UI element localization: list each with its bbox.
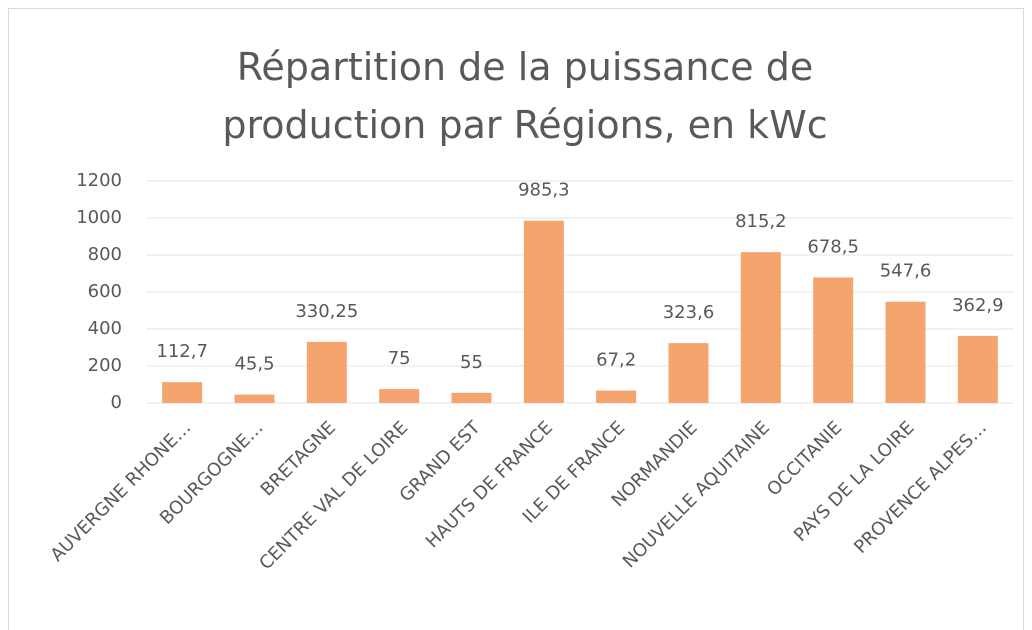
y-tick-label: 1000 <box>76 207 122 228</box>
x-tick-label: PROVENCE ALPES… <box>850 417 991 558</box>
value-label: 362,9 <box>952 295 1004 316</box>
x-tick-label: HAUTS DE FRANCE <box>422 417 557 552</box>
y-tick-label: 800 <box>88 244 122 265</box>
bar <box>162 382 203 403</box>
chart-frame <box>8 8 1024 630</box>
bar <box>234 394 275 403</box>
y-tick-label: 600 <box>88 281 122 302</box>
bar <box>306 341 347 403</box>
value-label: 678,5 <box>807 236 859 257</box>
bar <box>885 301 926 403</box>
value-label: 547,6 <box>880 261 932 282</box>
y-tick-label: 400 <box>88 318 122 339</box>
chart-title: Répartition de la puissance de productio… <box>222 45 828 147</box>
value-label: 323,6 <box>663 302 715 323</box>
x-tick-label: PAYS DE LA LOIRE <box>790 417 919 546</box>
y-tick-label: 0 <box>111 392 122 413</box>
value-label: 985,3 <box>518 180 570 201</box>
value-label: 75 <box>388 348 411 369</box>
y-tick-label: 200 <box>88 355 122 376</box>
value-label: 815,2 <box>735 211 787 232</box>
y-tick-label: 1200 <box>76 170 122 191</box>
bar <box>957 335 998 403</box>
value-label: 330,25 <box>295 301 358 322</box>
x-tick-label: AUVERGNE RHONE… <box>47 417 196 566</box>
bar <box>451 392 492 403</box>
value-label: 112,7 <box>156 341 208 362</box>
bar <box>740 252 781 403</box>
value-label: 45,5 <box>234 354 274 375</box>
bar <box>596 390 637 403</box>
x-tick-label: NOUVELLE AQUITAINE <box>619 417 774 572</box>
bar <box>813 277 854 403</box>
bar <box>523 220 564 403</box>
x-tick-label: CENTRE VAL DE LOIRE <box>255 417 412 574</box>
bar <box>668 343 709 403</box>
bar <box>379 389 420 403</box>
value-label: 55 <box>460 352 483 373</box>
value-label: 67,2 <box>596 350 636 371</box>
